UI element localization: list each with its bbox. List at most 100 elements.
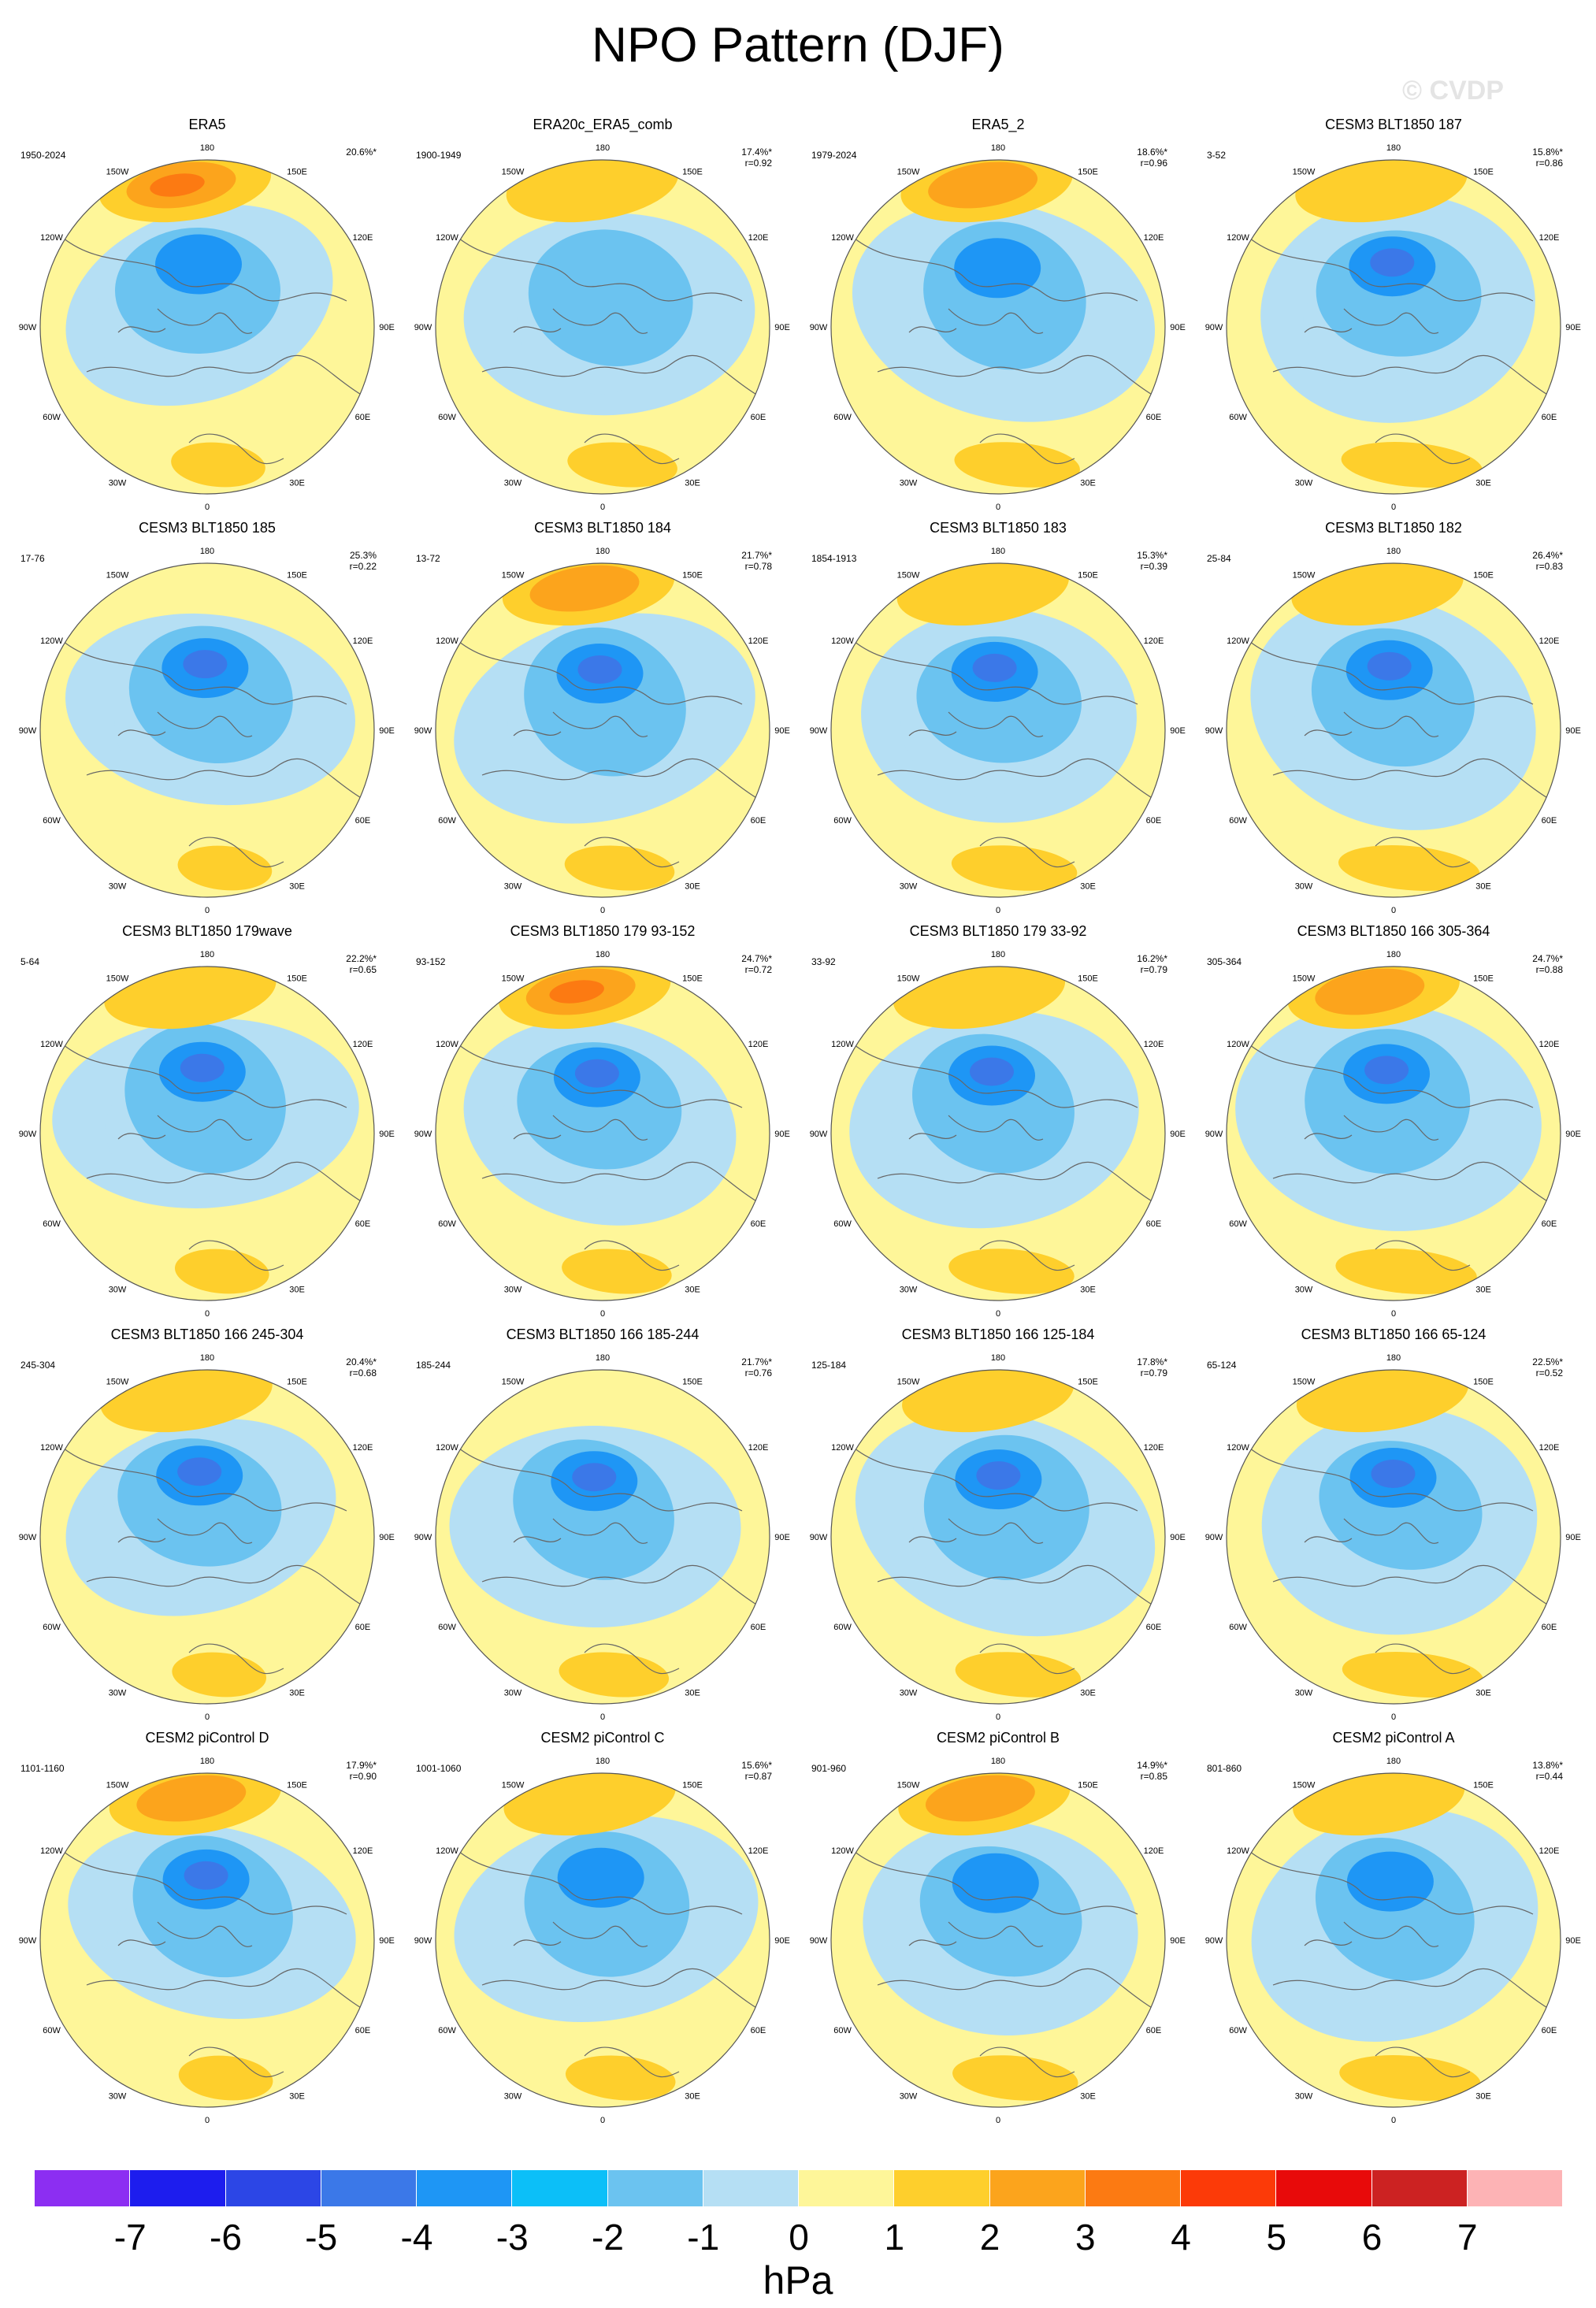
panel-title: CESM3 BLT1850 166 125-184 <box>901 1327 1095 1342</box>
coastline <box>458 1447 759 1675</box>
longitude-label: 0 <box>1391 906 1396 915</box>
colorbar-swatch <box>1467 2170 1563 2206</box>
longitude-label: 90E <box>379 726 395 736</box>
panel-variance-explained: 18.6%* <box>1137 147 1167 158</box>
coastline <box>62 1850 363 2078</box>
polar-map: 180 150E 120E 90E 60E 30E 0 30W 60W 90W 120W 150W <box>414 547 790 915</box>
contour-neg3 <box>155 234 242 295</box>
panel-variance-explained: 13.8%* <box>1532 1760 1563 1771</box>
longitude-label: 150E <box>287 1378 307 1387</box>
panel-years: 185-244 <box>416 1360 451 1371</box>
panel-title: CESM3 BLT1850 179 33-92 <box>909 923 1087 939</box>
longitude-label: 150E <box>1473 974 1494 984</box>
panel-years: 17-76 <box>20 553 45 564</box>
contour-neg4 <box>184 1861 228 1890</box>
longitude-label: 150W <box>1293 974 1316 984</box>
polar-map: 180 150E 120E 90E 60E 30E 0 30W 60W 90W 120W 150W <box>810 143 1186 512</box>
longitude-label: 150E <box>287 1781 307 1790</box>
longitude-label: 0 <box>205 503 210 512</box>
colorbar-swatch <box>703 2170 799 2206</box>
panel-title: CESM3 BLT1850 179wave <box>122 923 292 939</box>
contour-pos1 <box>567 442 677 488</box>
longitude-label: 0 <box>600 906 605 915</box>
longitude-label: 150E <box>1078 974 1098 984</box>
longitude-label: 120E <box>1539 233 1560 243</box>
panel-title: CESM3 BLT1850 182 <box>1325 520 1462 536</box>
longitude-label: 150E <box>1078 1781 1098 1790</box>
contour-pos1 <box>954 442 1080 488</box>
panel-title: CESM2 piControl C <box>540 1730 665 1746</box>
longitude-label: 150W <box>106 168 129 177</box>
longitude-label: 60E <box>355 1219 371 1229</box>
longitude-label: 60E <box>355 2026 371 2035</box>
contour-neg4 <box>577 655 622 684</box>
contour-pos1 <box>1339 2055 1481 2101</box>
longitude-label: 150E <box>287 571 307 581</box>
contour-neg4 <box>183 650 228 679</box>
polar-map: 180 150E 120E 90E 60E 30E 0 30W 60W 90W 120W 150W <box>19 1353 395 1722</box>
longitude-label: 120E <box>748 1040 769 1049</box>
map-boundary <box>39 562 375 898</box>
contour-pos1 <box>1342 1652 1484 1698</box>
longitude-label: 120E <box>353 233 373 243</box>
contour-neg4 <box>1364 1056 1409 1085</box>
panel-title: CESM3 BLT1850 166 245-304 <box>110 1327 304 1342</box>
panel-variance-explained: 17.8%* <box>1137 1356 1167 1367</box>
longitude-label: 30E <box>1475 478 1491 488</box>
longitude-label: 180 <box>991 547 1005 556</box>
longitude-label: 30W <box>109 1285 127 1294</box>
longitude-label: 150W <box>1293 168 1316 177</box>
longitude-label: 150W <box>897 571 920 581</box>
longitude-label: 150E <box>682 1378 703 1387</box>
map-panel: CESM3 BLT1850 183 1854-1913 15.3%* r=0.39 18… <box>807 514 1190 920</box>
longitude-label: 150W <box>1293 1781 1316 1790</box>
longitude-label: 90W <box>1205 1130 1223 1139</box>
panel-variance-explained: 21.7%* <box>741 550 772 561</box>
longitude-label: 90E <box>1565 1533 1581 1542</box>
panel-variance-explained: 26.4%* <box>1532 550 1563 561</box>
longitude-label: 60W <box>43 1623 61 1632</box>
colorbar-tick-label: -6 <box>210 2217 242 2258</box>
colorbar-swatch <box>1181 2170 1277 2206</box>
longitude-label: 60W <box>1229 1219 1247 1229</box>
map-panel: CESM2 piControl C 1001-1060 15.6%* r=0.87 18… <box>411 1724 794 2130</box>
panel-variance-explained: 15.6%* <box>741 1760 772 1771</box>
contour-pos1 <box>559 1652 670 1698</box>
longitude-label: 150W <box>1293 571 1316 581</box>
longitude-label: 120W <box>40 1443 63 1453</box>
longitude-label: 90W <box>414 726 432 736</box>
contour-pos1 <box>951 845 1078 891</box>
longitude-label: 120W <box>1227 636 1249 646</box>
longitude-label: 150W <box>502 571 525 581</box>
longitude-label: 180 <box>596 143 610 153</box>
map-boundary <box>1226 1772 1561 2108</box>
longitude-label: 120E <box>1144 636 1164 646</box>
longitude-label: 60W <box>833 816 852 826</box>
colorbar-unit-label: hPa <box>763 2258 833 2302</box>
panel-stats: 21.7%* r=0.76 <box>677 1356 772 1378</box>
panel-years: 25-84 <box>1207 553 1231 564</box>
longitude-label: 120E <box>1144 1846 1164 1856</box>
longitude-label: 0 <box>996 2116 1000 2125</box>
longitude-label: 90W <box>19 323 37 332</box>
contour-pos1 <box>172 1652 267 1698</box>
longitude-label: 180 <box>1386 950 1401 959</box>
panel-years: 1979-2024 <box>811 150 857 161</box>
map-boundary <box>435 159 770 495</box>
panel-pattern-correlation: r=0.72 <box>744 964 772 975</box>
longitude-label: 60W <box>438 2026 456 2035</box>
longitude-label: 180 <box>596 547 610 556</box>
longitude-label: 60W <box>43 1219 61 1229</box>
polar-map: 180 150E 120E 90E 60E 30E 0 30W 60W 90W 120W 150W <box>19 950 395 1319</box>
longitude-label: 60E <box>1146 2026 1162 2035</box>
contour-pos2 <box>925 1775 1035 1822</box>
colorbar-swatch <box>1085 2170 1181 2206</box>
panel-years: 901-960 <box>811 1763 847 1774</box>
panel-stats: 16.2%* r=0.79 <box>1073 953 1167 975</box>
panel-title: CESM3 BLT1850 184 <box>534 520 671 536</box>
map-panel: CESM2 piControl B 901-960 14.9%* r=0.85 180 1… <box>807 1724 1190 2130</box>
coastline <box>853 1044 1154 1271</box>
longitude-label: 30W <box>1295 1688 1313 1698</box>
contour-pos3 <box>150 173 205 197</box>
map-boundary <box>830 966 1166 1301</box>
